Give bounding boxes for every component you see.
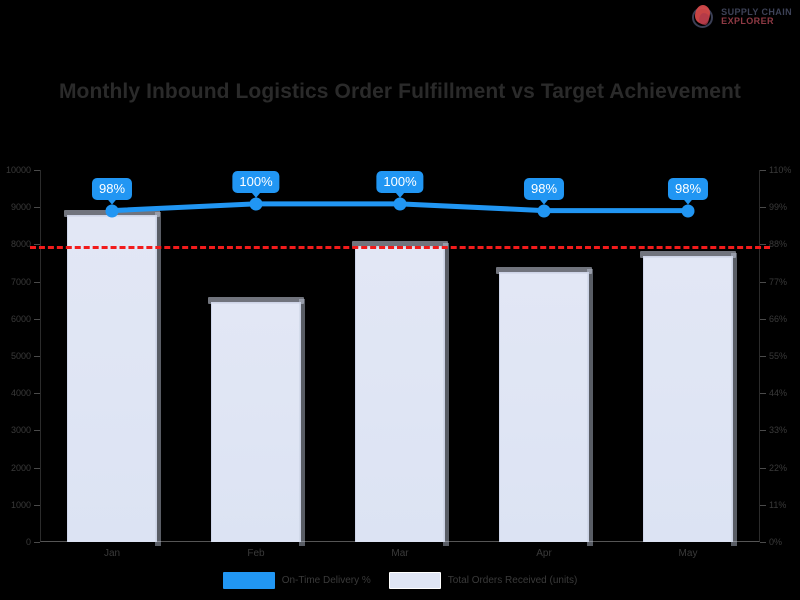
y-axis-left-label: 5000 <box>10 351 31 361</box>
y-axis-right-label: 110% <box>769 165 792 175</box>
y-axis-right-label: 66% <box>769 313 788 324</box>
data-label-may: 98% <box>667 177 709 205</box>
callout-tail-icon <box>539 198 549 205</box>
logo-line-1: SUPPLY CHAIN <box>721 6 792 17</box>
x-axis-label-may: May <box>678 548 698 559</box>
logo-mark-icon <box>690 4 716 30</box>
y-axis-left-label: 7000 <box>10 276 31 287</box>
y-axis-left-tick <box>34 467 40 469</box>
y-axis-left-tick <box>34 207 40 209</box>
y-axis-right-tick <box>760 318 766 320</box>
line-marker-feb[interactable] <box>249 197 263 211</box>
y-axis-right-label: 88% <box>769 239 788 250</box>
chart-legend: On-Time Delivery % Total Orders Received … <box>0 572 800 589</box>
y-axis-left-label: 9000 <box>10 202 31 213</box>
x-axis-label-feb: Feb <box>247 548 265 559</box>
chart-title: Monthly Inbound Logistics Order Fulfillm… <box>58 80 742 103</box>
y-axis-left-label: 2000 <box>10 462 31 473</box>
callout-tail-icon <box>683 198 693 205</box>
y-axis-right-label: 44% <box>769 388 788 399</box>
y-axis-left-tick <box>34 281 40 283</box>
bar-may[interactable] <box>639 250 738 547</box>
y-axis-left-tick <box>34 504 40 506</box>
x-axis-label-jan: Jan <box>103 548 121 559</box>
bar-mar[interactable] <box>351 241 450 546</box>
y-axis-left-label: 6000 <box>10 313 31 324</box>
line-marker-mar[interactable] <box>393 197 407 211</box>
y-axis-left-label: 10000 <box>5 165 31 175</box>
legend-label: Total Orders Received (units) <box>447 575 578 586</box>
bar-apr[interactable] <box>495 267 594 546</box>
callout-tail-icon <box>251 191 261 198</box>
callout-tail-icon <box>395 191 405 198</box>
y-axis-left-label: 0 <box>25 537 31 547</box>
y-axis-right-tick <box>760 356 766 357</box>
legend-swatch-line <box>222 572 275 589</box>
y-axis-right-label: 55% <box>769 351 788 361</box>
bar-feb[interactable] <box>207 297 306 546</box>
y-axis-right-label: 99% <box>769 202 788 213</box>
y-axis-right-label: 77% <box>769 276 788 287</box>
data-label-jan: 98% <box>91 177 133 205</box>
y-axis-right-tick <box>760 393 766 395</box>
callout-tail-icon <box>107 198 117 205</box>
line-marker-may[interactable] <box>681 204 695 218</box>
y-axis-left-label: 1000 <box>10 499 31 510</box>
y-axis-right-label: 11% <box>769 499 787 510</box>
y-axis-left-tick <box>34 318 40 320</box>
company-logo: SUPPLY CHAIN EXPLORER <box>690 4 792 30</box>
y-axis-left-tick <box>34 542 40 543</box>
y-axis-left-tick <box>34 430 40 432</box>
x-axis-label-apr: Apr <box>536 548 552 559</box>
plot-area: 0 1000 2000 3000 4000 5000 6000 7000 8000 9000 100… <box>6 165 791 547</box>
y-axis-left-tick <box>34 170 40 171</box>
y-axis-right-tick <box>760 281 766 283</box>
y-axis-right-label: 22% <box>769 462 788 473</box>
y-axis-left-label: 3000 <box>10 425 31 436</box>
y-axis-right-tick <box>760 542 766 543</box>
y-axis-left-tick <box>34 356 40 357</box>
logo-text: SUPPLY CHAIN EXPLORER <box>721 6 792 26</box>
legend-item-1[interactable]: On-Time Delivery % <box>222 572 371 589</box>
target-line <box>30 246 770 250</box>
y-axis-right-tick <box>760 170 766 171</box>
y-axis-right-tick <box>760 467 766 469</box>
legend-item-2[interactable]: Total Orders Received (units) <box>388 572 578 589</box>
y-axis-right-tick <box>760 244 766 246</box>
y-axis-right-label: 0% <box>769 537 783 547</box>
legend-swatch-bar <box>388 572 441 589</box>
y-axis-left-tick <box>34 244 40 246</box>
line-series <box>109 201 691 214</box>
y-axis-left-label: 8000 <box>10 239 31 250</box>
logo-line-2: EXPLORER <box>721 16 774 26</box>
line-marker-apr[interactable] <box>537 204 551 218</box>
y-axis-right-label: 33% <box>769 425 788 436</box>
data-label-apr: 98% <box>523 177 565 205</box>
y-axis-left-label: 4000 <box>10 388 31 399</box>
legend-label: On-Time Delivery % <box>281 575 371 586</box>
line-marker-jan[interactable] <box>105 204 119 218</box>
y-axis-left-tick <box>34 393 40 395</box>
x-axis-label-mar: Mar <box>391 548 409 559</box>
data-label-mar: 100% <box>376 170 424 198</box>
y-axis-right-tick <box>760 504 766 506</box>
data-label-feb: 100% <box>232 170 280 198</box>
y-axis-right-tick <box>760 430 766 432</box>
y-axis-right-tick <box>760 207 766 209</box>
